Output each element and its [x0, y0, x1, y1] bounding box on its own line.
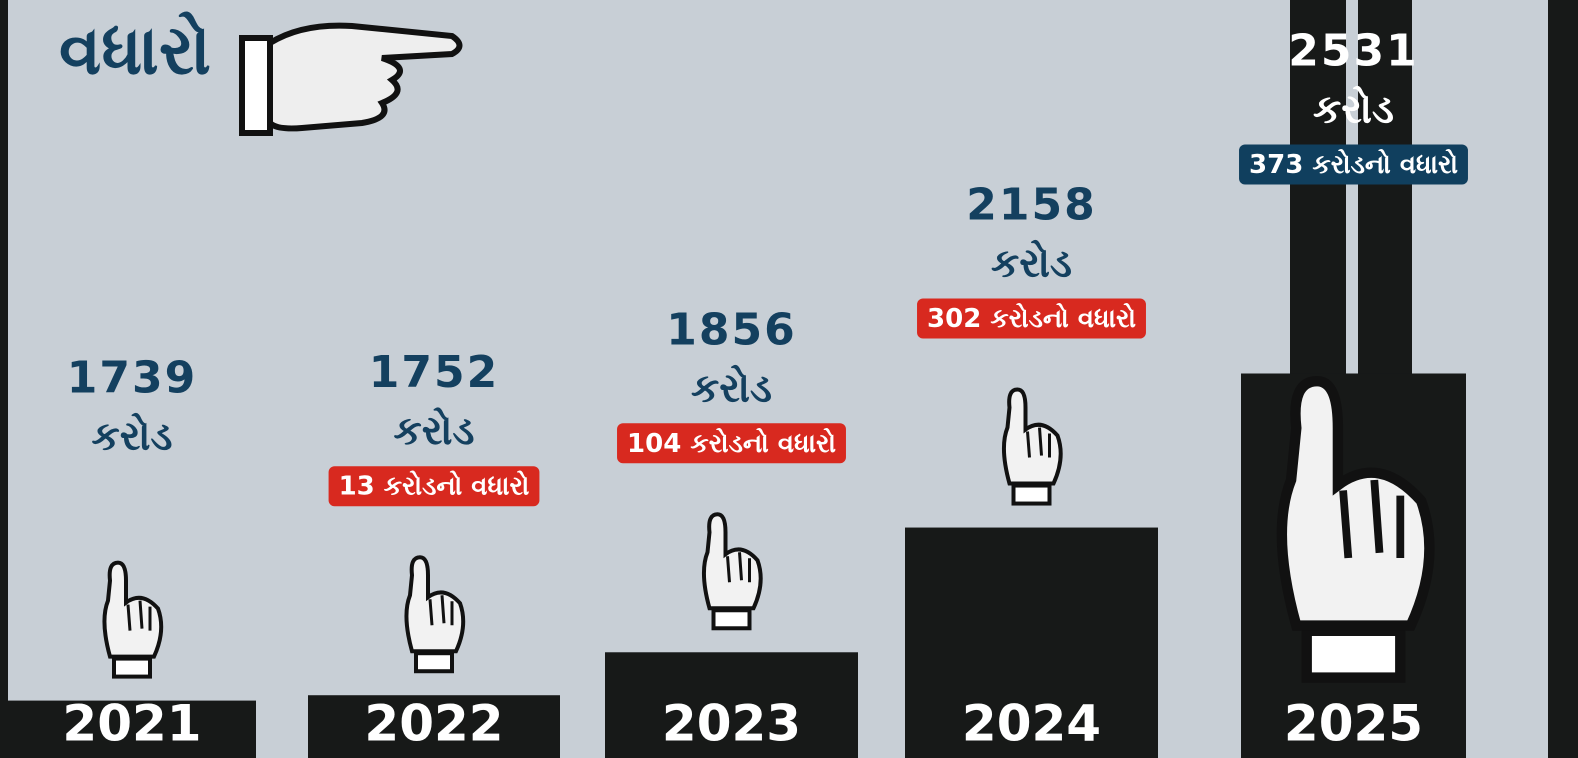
pointing-hand-icon [242, 26, 460, 133]
hand-cuff [416, 653, 452, 671]
page-title: વધારો [59, 11, 211, 91]
hand-icon [406, 557, 463, 671]
value-label: 1739 [67, 353, 197, 404]
unit-label: કરોડ [1313, 85, 1394, 132]
hand-icon [1004, 390, 1061, 504]
unit-label: કરોડ [394, 407, 475, 454]
hand-palm [1004, 390, 1061, 484]
hand-palm [406, 557, 463, 651]
year-label: 2023 [662, 695, 801, 753]
unit-label: કરોડ [92, 413, 173, 460]
hand-cuff [114, 659, 150, 677]
year-label: 2024 [962, 695, 1101, 753]
value-label: 1856 [666, 304, 796, 355]
hand-cuff [714, 610, 750, 628]
hand-cuff [1014, 486, 1050, 504]
hand-palm [104, 563, 161, 657]
year-label: 2025 [1284, 695, 1423, 753]
right-edge [1548, 0, 1578, 758]
unit-label: કરોડ [991, 240, 1072, 287]
unit-label: કરોડ [691, 364, 772, 411]
increase-label: 302 કરોડનો વધારો [927, 303, 1136, 334]
increase-label: 13 કરોડનો વધારો [339, 471, 530, 502]
hand-icon [704, 514, 761, 628]
year-label: 2022 [364, 695, 503, 753]
value-label: 2158 [966, 180, 1096, 231]
increase-label: 104 કરોડનો વધારો [627, 428, 836, 459]
hand-icon [104, 563, 161, 677]
left-edge [0, 0, 8, 758]
value-label: 2531 [1288, 25, 1418, 76]
hand-cuff [1307, 631, 1401, 678]
hand-palm [704, 514, 761, 608]
value-label: 1752 [369, 347, 499, 398]
increase-label: 373 કરોડનો વધારો [1249, 149, 1458, 180]
chart: વધારો 2021 1739 કરોડ 2022 1752 કરોડ 13 કરોડનો … [0, 0, 1578, 758]
year-label: 2021 [62, 695, 201, 753]
page: {"title": "વધારો", "chart_data": {"type"… [0, 0, 1578, 758]
